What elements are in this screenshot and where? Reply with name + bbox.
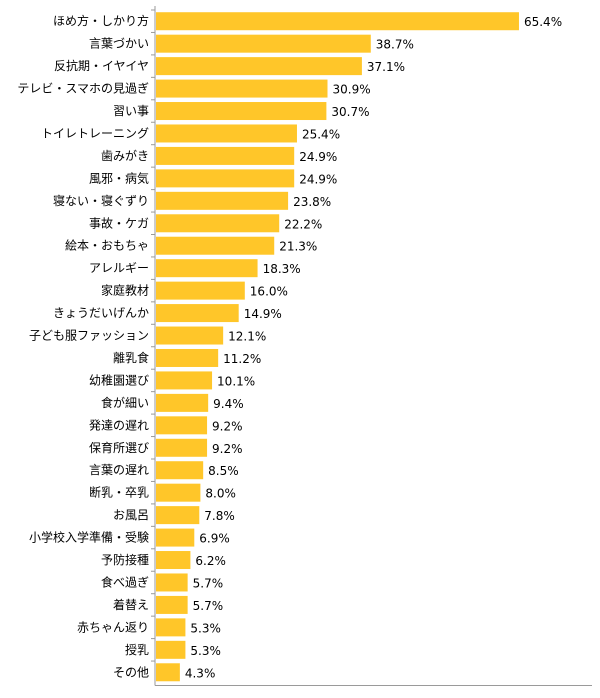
value-label: 16.0% [250, 285, 288, 299]
bar [156, 506, 200, 525]
category-label: 家庭教材 [101, 283, 149, 298]
category-label: 習い事 [113, 104, 149, 118]
category-label: 保育所選び [89, 440, 149, 455]
category-label: きょうだいげんか [53, 306, 149, 320]
category-label: 寝ない・寝ぐずり [53, 193, 149, 208]
category-label: 言葉の遅れ [89, 463, 149, 477]
value-label: 12.1% [228, 330, 266, 344]
value-label: 4.3% [185, 666, 216, 680]
bar [156, 281, 245, 300]
bar [156, 124, 297, 143]
value-label: 5.3% [190, 621, 221, 635]
bar [156, 326, 224, 345]
bar [156, 438, 208, 457]
category-label: トイレトレーニング [41, 126, 149, 140]
value-label: 30.7% [331, 105, 369, 119]
bar [156, 34, 371, 53]
value-label: 7.8% [204, 509, 235, 523]
value-label: 23.8% [293, 195, 331, 209]
category-label: アレルギー [89, 261, 149, 275]
category-label: 食が細い [101, 395, 149, 410]
category-label: 食べ過ぎ [101, 574, 149, 589]
bar [156, 663, 180, 682]
value-label: 22.2% [284, 217, 322, 231]
value-label: 25.4% [302, 127, 340, 141]
category-label: 予防接種 [101, 552, 149, 567]
category-label: 離乳食 [113, 350, 149, 365]
value-label: 5.7% [193, 599, 224, 613]
category-label: その他 [113, 665, 149, 679]
value-label: 18.3% [263, 262, 301, 276]
value-label: 21.3% [279, 240, 317, 254]
value-label: 24.9% [299, 172, 337, 186]
bar [156, 146, 295, 165]
bar [156, 214, 280, 233]
bar [156, 169, 295, 188]
bar [156, 640, 186, 659]
category-label: 発達の遅れ [89, 418, 149, 432]
category-label: 断乳・卒乳 [89, 485, 149, 500]
value-label: 11.2% [223, 352, 261, 366]
bar [156, 79, 328, 98]
value-label: 8.0% [205, 487, 236, 501]
category-label: 幼稚園選び [89, 373, 149, 387]
bar [156, 416, 208, 435]
value-label: 37.1% [367, 60, 405, 74]
bar [156, 348, 219, 367]
category-label: 赤ちゃん返り [77, 620, 149, 634]
value-label: 24.9% [299, 150, 337, 164]
value-label: 10.1% [217, 374, 255, 388]
bar [156, 483, 201, 502]
category-label: テレビ・スマホの見過ぎ [17, 82, 149, 96]
bar [156, 259, 258, 278]
category-label: 着替え [113, 597, 149, 612]
bar [156, 618, 186, 637]
bar [156, 371, 213, 390]
bar [156, 595, 188, 614]
bar [156, 528, 195, 547]
value-label: 6.9% [199, 532, 230, 546]
value-label: 14.9% [244, 307, 282, 321]
bar [156, 191, 289, 210]
value-label: 8.5% [208, 464, 239, 478]
bar [156, 393, 209, 412]
value-label: 9.2% [212, 419, 243, 433]
bar [156, 551, 191, 570]
bar [156, 12, 519, 31]
value-label: 9.4% [213, 397, 244, 411]
category-label: 反抗期・イヤイヤ [54, 58, 149, 73]
category-label: 小学校入学準備・受験 [29, 530, 149, 545]
category-label: ほめ方・しかり方 [53, 13, 149, 28]
bar [156, 304, 239, 323]
value-label: 30.9% [332, 83, 370, 97]
category-label: 絵本・おもちゃ [65, 238, 149, 253]
category-label: お風呂 [113, 508, 149, 522]
bar [156, 461, 204, 480]
bar [156, 102, 327, 121]
bar [156, 57, 362, 76]
category-label: 言葉づかい [89, 37, 149, 51]
value-label: 38.7% [376, 38, 414, 52]
value-label: 5.3% [190, 644, 221, 658]
value-label: 6.2% [195, 554, 226, 568]
value-label: 65.4% [524, 15, 562, 29]
category-label: 子ども服ファッション [29, 329, 149, 343]
value-label: 9.2% [212, 442, 243, 456]
category-label: 授乳 [125, 642, 149, 657]
bar [156, 236, 275, 255]
value-label: 5.7% [193, 576, 224, 590]
category-label: 風邪・病気 [89, 170, 149, 185]
category-label: 歯みがき [101, 148, 149, 163]
category-label: 事故・ケガ [89, 215, 149, 230]
bar [156, 573, 188, 592]
